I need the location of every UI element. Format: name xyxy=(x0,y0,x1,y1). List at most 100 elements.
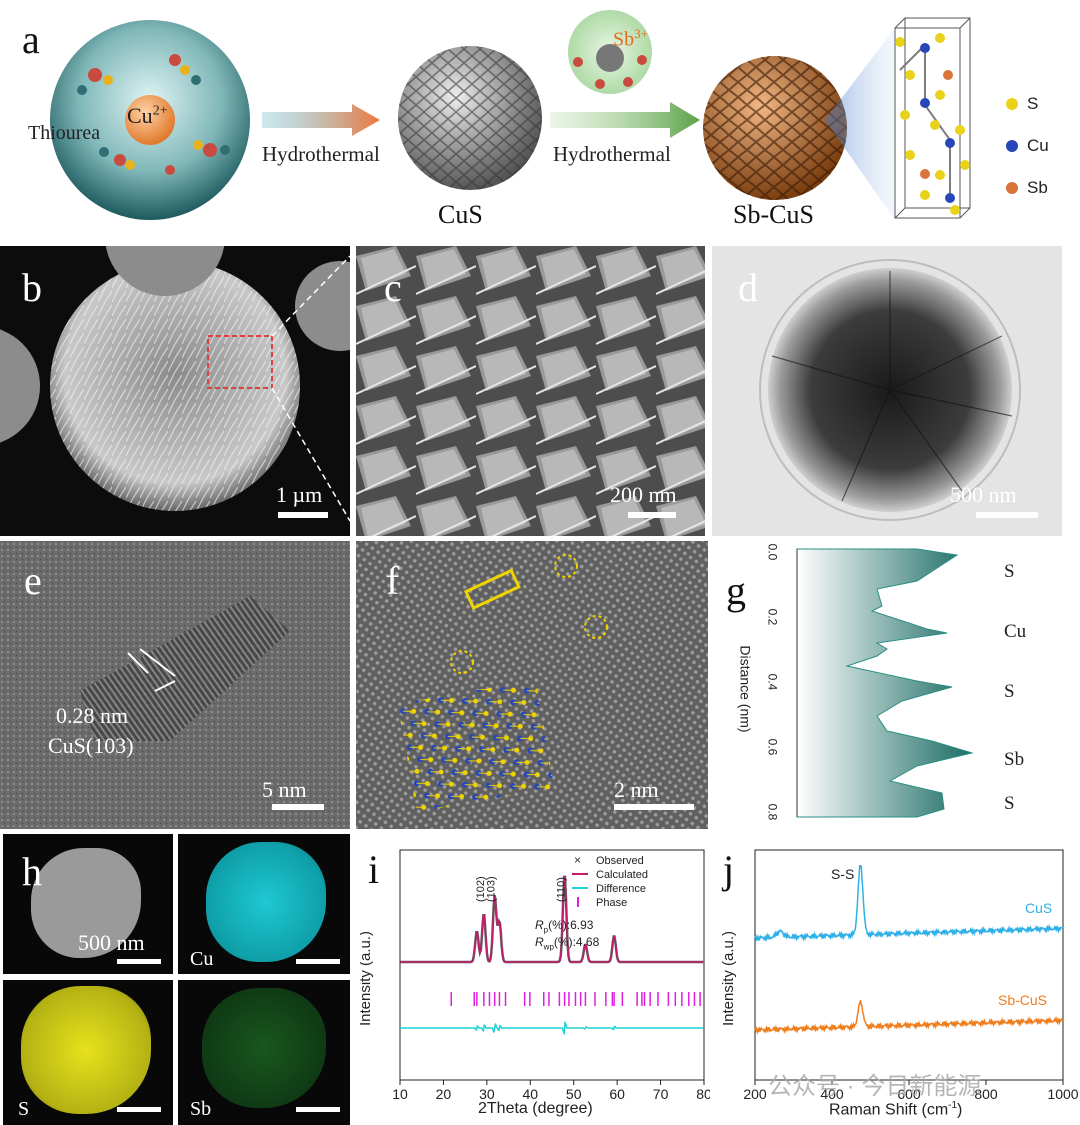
raman-chart: 200 400 600 800 1000 xyxy=(743,849,1079,1102)
cu-ion-label: Cu2+ xyxy=(127,103,168,129)
haadf-image xyxy=(3,834,173,974)
xrd-legend-label: Calculated xyxy=(596,869,648,881)
panel-f-label: f xyxy=(386,558,400,603)
panel-e-label: e xyxy=(24,558,42,603)
map-label-sb: Sb xyxy=(190,1098,212,1120)
g-peak-label: S xyxy=(1004,793,1015,814)
step2-label: Hydrothermal xyxy=(553,142,671,166)
sb-scale-bar xyxy=(296,1107,340,1112)
panel-c-label: c xyxy=(384,265,402,310)
synthesis-schematic xyxy=(50,10,1018,220)
raman-x-tick-label: 600 xyxy=(897,1086,921,1102)
legend-sb: Sb xyxy=(1027,178,1048,197)
rwp-sub: wp xyxy=(543,942,554,952)
step1-label: Hydrothermal xyxy=(262,142,380,166)
rp-sym: R xyxy=(535,918,544,932)
g-ylabel: Distance (nm) xyxy=(737,645,754,733)
watermark: 公众号 · 今日新能源 xyxy=(768,1073,982,1100)
raman-annotation: S-S xyxy=(831,866,855,882)
raman-series-line xyxy=(754,1000,1064,1036)
lattice-plane: CuS(103) xyxy=(48,733,134,758)
xrd-frame xyxy=(399,849,705,1081)
g-y-tick: 0.0 xyxy=(765,543,780,561)
rwp-val: (%):4.68 xyxy=(553,935,600,949)
xrd-x-tick-label: 40 xyxy=(522,1086,538,1102)
xrd-x-tick-label: 20 xyxy=(436,1086,452,1102)
xrd-x-tick-label: 60 xyxy=(609,1086,625,1102)
panel-g: g 0.0 0.2 0.4 0.6 0.8 Distance (nm) S Cu S Sb S xyxy=(712,541,1080,829)
panel-b-label: b xyxy=(22,265,42,310)
raman-xlabel-sup: -1 xyxy=(948,1100,958,1111)
g-peak-label: Cu xyxy=(1004,621,1027,642)
cu-map-image xyxy=(178,834,350,974)
g-peak-label: Sb xyxy=(1004,749,1025,770)
raman-xlabel-base: Raman Shift (cm xyxy=(829,1101,949,1119)
xrd-calculated xyxy=(400,876,704,963)
xrd-x-tick-label: 10 xyxy=(392,1086,408,1102)
cu-ion-base: Cu xyxy=(127,103,153,128)
raman-ylabel: Intensity (a.u.) xyxy=(720,930,738,1027)
raman-series-sbcus: Sb-CuS xyxy=(998,992,1048,1008)
raman-series-cus: CuS xyxy=(1025,900,1053,916)
legend-s: S xyxy=(1027,94,1039,113)
panel-d-scale-bar xyxy=(976,512,1038,518)
line-profile-plot xyxy=(796,548,974,818)
panel-g-label: g xyxy=(726,568,746,613)
lattice-spacing: 0.28 nm xyxy=(56,703,129,728)
rp-val: (%):6.93 xyxy=(548,918,594,932)
panel-j: j 200 400 600 800 1000 Intensity (a.u.) Rama… xyxy=(715,840,1080,1125)
panel-d-label: d xyxy=(738,265,758,310)
sem-flower-image xyxy=(0,246,350,522)
raman-xlabel-tail: ) xyxy=(957,1101,963,1119)
raman-series-line xyxy=(754,864,1064,943)
panel-i-label: i xyxy=(368,847,380,892)
xrd-rp: Rp(%):6.93 xyxy=(535,918,593,934)
xrd-peak-annotation: (102) xyxy=(475,876,487,902)
product2-label: Sb-CuS xyxy=(733,200,814,229)
panel-c-scale-bar xyxy=(628,512,676,518)
raman-frame xyxy=(754,849,1064,1081)
panel-j-label: j xyxy=(723,847,735,892)
xrd-rwp: Rwp(%):4.68 xyxy=(535,935,599,951)
xrd-legend-marker: × xyxy=(574,853,581,867)
cu-map-particle xyxy=(206,842,326,962)
panel-b-scale-text: 1 µm xyxy=(276,482,323,507)
hrtem-fringe-image xyxy=(0,541,350,829)
hrtem-atoms-image xyxy=(356,541,708,829)
panel-f-scale-bar xyxy=(614,804,694,810)
s-map-particle xyxy=(21,986,151,1114)
panel-e-scale-bar xyxy=(272,804,324,810)
panel-d-scale-text: 500 nm xyxy=(950,482,1017,507)
thiourea-label: Thiourea xyxy=(28,122,101,144)
xrd-x-tick-label: 70 xyxy=(653,1086,669,1102)
tem-sphere-image xyxy=(759,259,1021,521)
xrd-chart: 10 20 30 40 50 60 70 80 (102)(103) (110) × Observed… xyxy=(392,849,710,1102)
line-profile-area xyxy=(796,548,974,818)
panel-f: f 2 nm xyxy=(356,541,708,829)
sb-map-image xyxy=(178,980,350,1125)
s-scale-bar xyxy=(117,1107,161,1112)
sb-ion-label: Sb3+ xyxy=(613,26,648,52)
cu-ion-sup: 2+ xyxy=(152,103,168,119)
legend-cu: Cu xyxy=(1027,136,1049,155)
xrd-peak-annotation: (103) xyxy=(486,876,498,902)
rwp-sym: R xyxy=(535,935,544,949)
s-map-image xyxy=(3,980,173,1125)
xrd-legend-label: Difference xyxy=(596,883,646,895)
panel-f-scale-text: 2 nm xyxy=(614,777,659,802)
panel-i: i 10 20 30 40 50 60 70 80 (102) (103) (110) × Observ… xyxy=(360,840,710,1125)
g-y-tick: 0.4 xyxy=(765,673,780,691)
xrd-legend-label: Observed xyxy=(596,855,644,867)
product1-label: CuS xyxy=(438,200,483,229)
raman-x-tick-label: 1000 xyxy=(1047,1086,1078,1102)
rp-sub: p xyxy=(543,925,549,935)
panel-b: b 1 µm xyxy=(0,246,350,536)
panel-d: d 500 nm xyxy=(712,246,1062,536)
g-y-tick: 0.6 xyxy=(765,738,780,756)
panel-a-label: a xyxy=(22,17,40,62)
panel-h-label: h xyxy=(22,849,42,894)
sb-ion-base: Sb xyxy=(613,28,635,51)
panel-h-scale-text: 500 nm xyxy=(78,930,145,955)
raman-x-tick-label: 400 xyxy=(820,1086,844,1102)
panel-h-scale-bar xyxy=(117,959,161,964)
